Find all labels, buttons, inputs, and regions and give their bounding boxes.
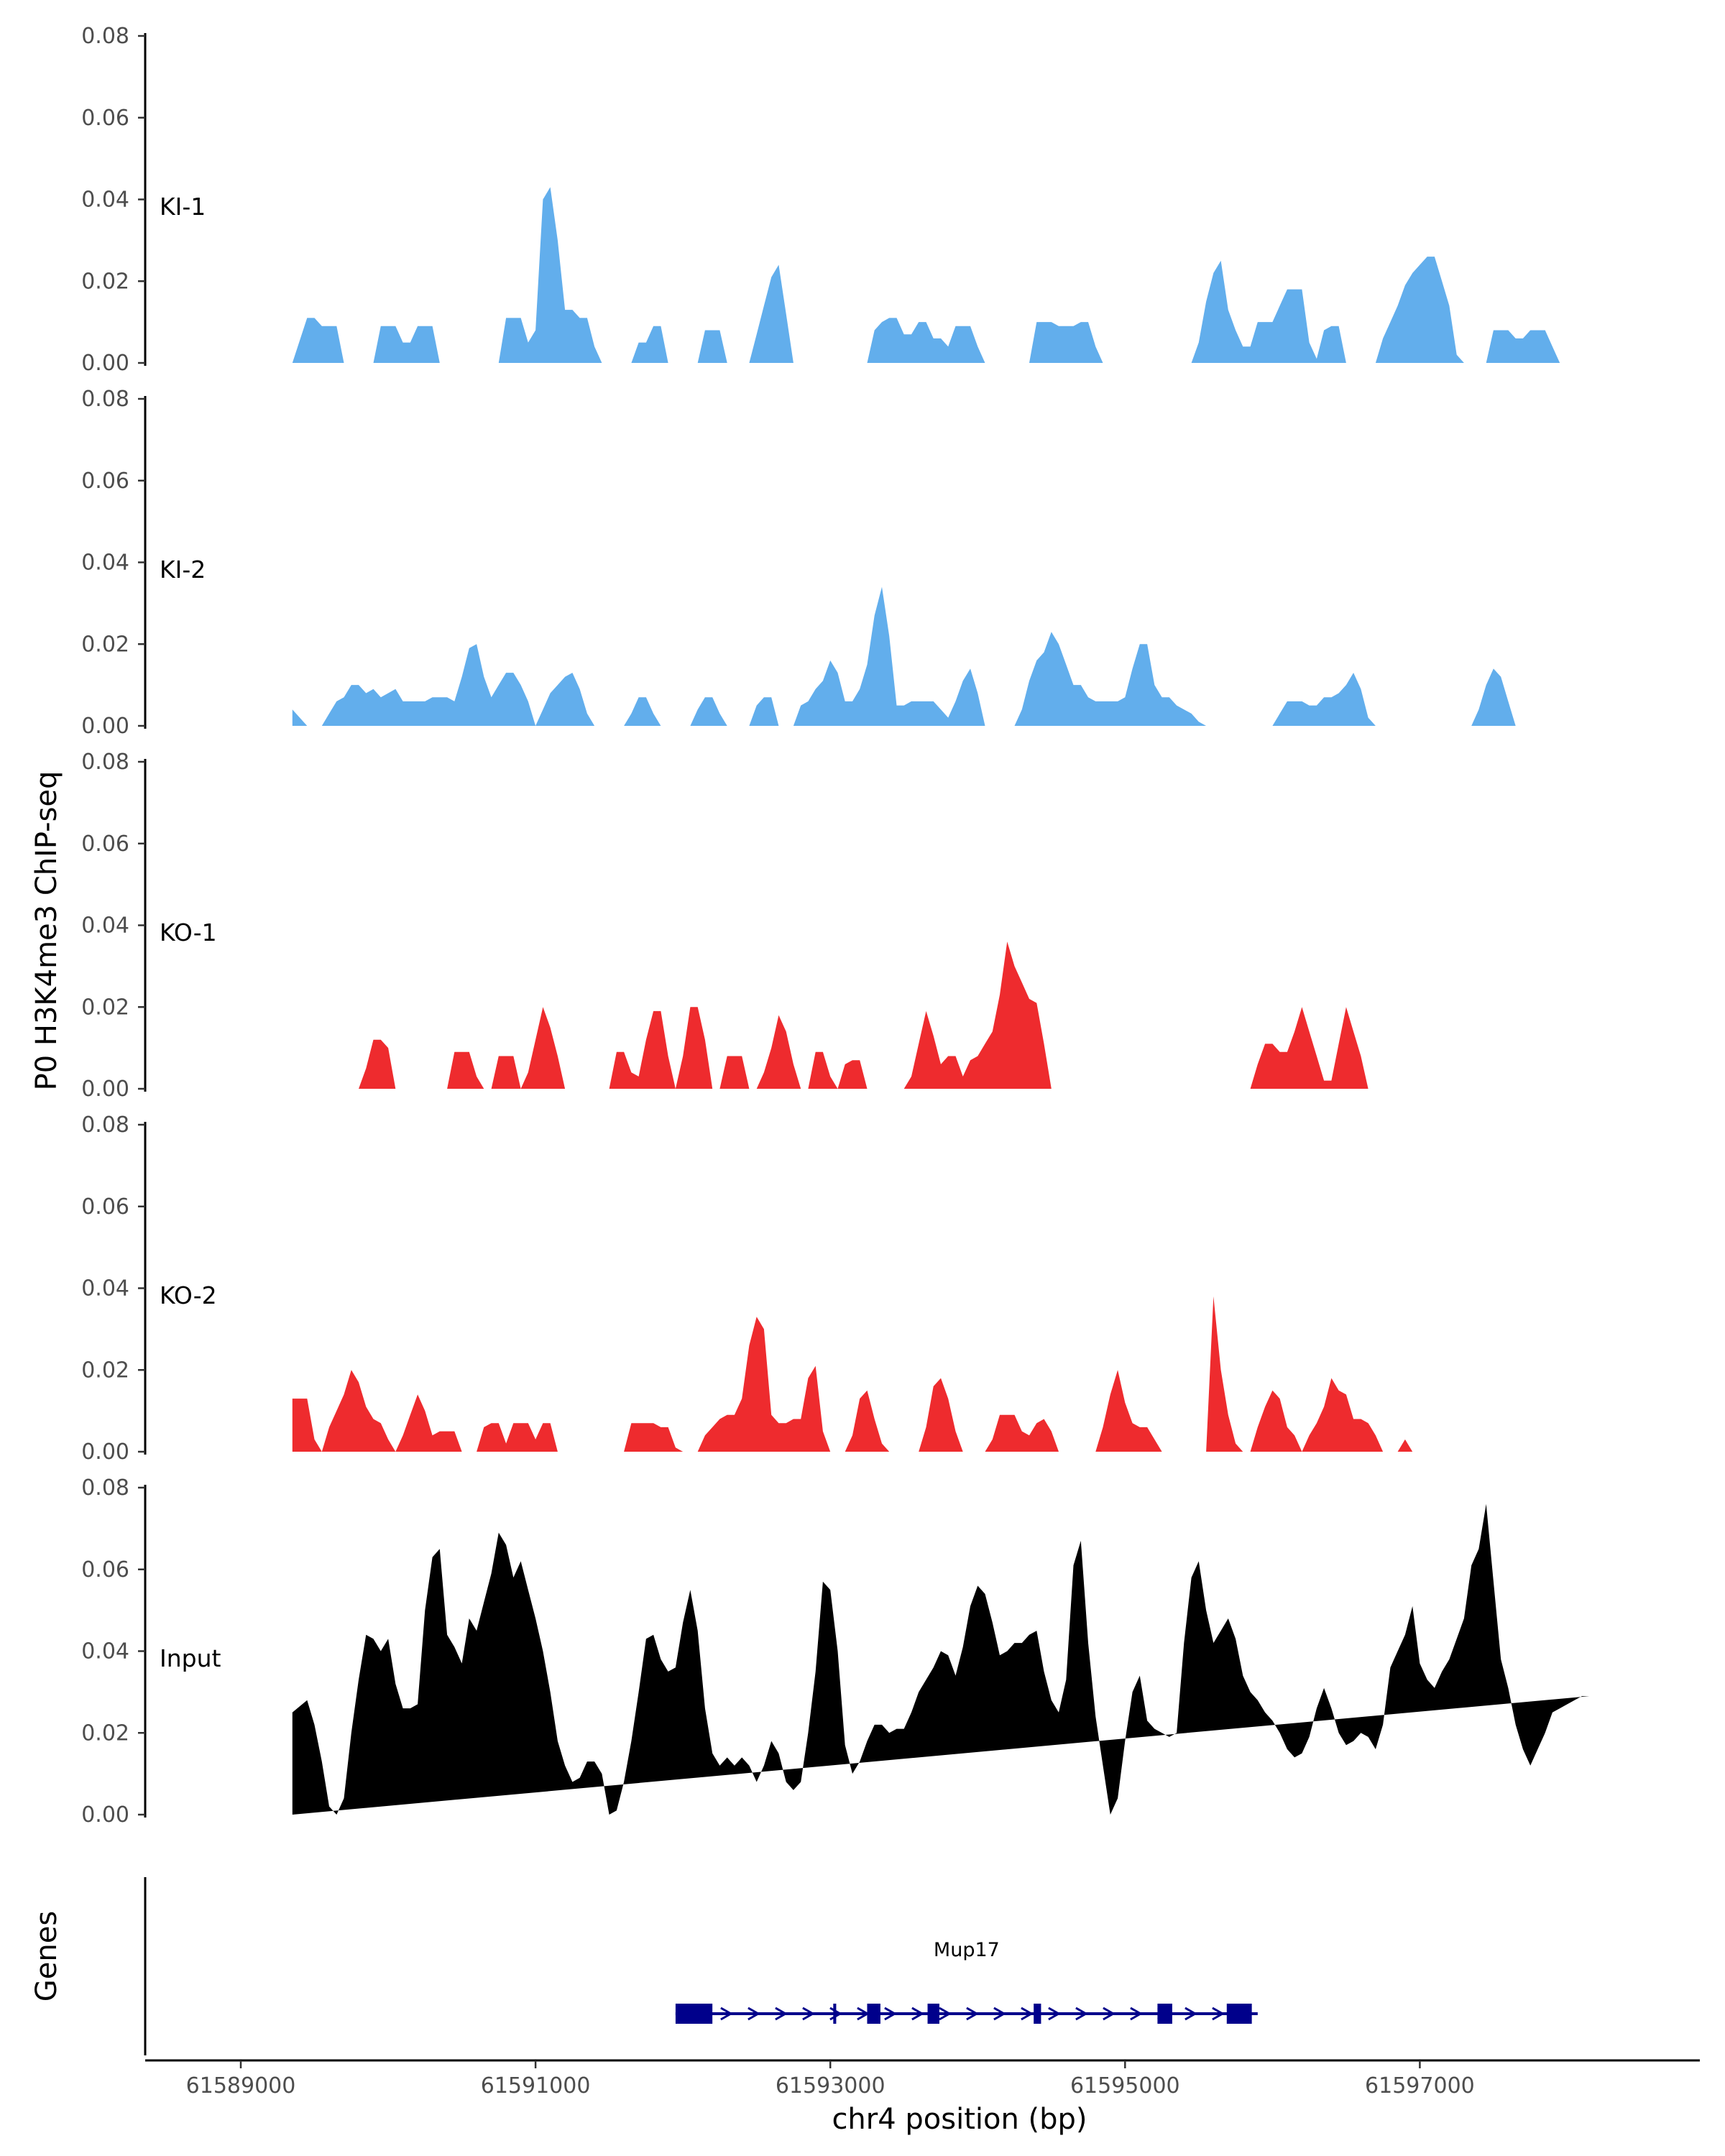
track-panel-ko-2: 0.00 0.02 0.04 0.06 0.08 KO-2 <box>81 1112 1590 1465</box>
gene-panel: Mup17 <box>144 1877 1258 2055</box>
y-tick-label: 0.00 <box>81 351 129 376</box>
x-axis: 61589000 61591000 61593000 61595000 61597000 <box>145 2059 1700 2099</box>
track-label: KO-1 <box>160 918 217 946</box>
y-tick-label: 0.02 <box>81 1720 129 1746</box>
track-area-input <box>292 1503 1590 1815</box>
y-tick-label: 0.02 <box>81 269 129 294</box>
track-panel-input: 0.00 0.02 0.04 0.06 0.08 Input <box>81 1475 1590 1828</box>
strand-arrow <box>993 2007 1006 2021</box>
track-area-ki-2 <box>292 586 1523 726</box>
exon <box>1034 2004 1041 2024</box>
strand-arrow <box>1048 2007 1061 2021</box>
track-label: KI-1 <box>160 193 206 221</box>
y-tick-label: 0.08 <box>81 24 129 49</box>
strand-arrow <box>884 2007 897 2021</box>
exon <box>675 2004 713 2024</box>
y-axis-label: P0 H3K4me3 ChIP-seq <box>30 771 63 1091</box>
y-tick-label: 0.04 <box>81 550 129 576</box>
strand-arrow <box>1075 2007 1088 2021</box>
strand-arrow <box>1130 2007 1143 2021</box>
y-tick-label: 0.00 <box>81 1439 129 1465</box>
y-tick-label: 0.04 <box>81 1276 129 1302</box>
tracks-layer: 0.00 0.02 0.04 0.06 0.08 KI-1 0.00 0.02 0.04 0.06… <box>81 24 1590 1828</box>
strand-arrow <box>802 2007 815 2021</box>
track-area-ko-1 <box>292 941 1568 1089</box>
strand-arrow <box>748 2007 760 2021</box>
y-tick-label: 0.00 <box>81 1802 129 1828</box>
x-tick-label: 61593000 <box>776 2073 886 2099</box>
y-tick-label: 0.04 <box>81 1639 129 1664</box>
exon <box>1226 2004 1252 2024</box>
y-tick-label: 0.08 <box>81 387 129 412</box>
y-tick-label: 0.08 <box>81 750 129 775</box>
strand-arrow <box>775 2007 788 2021</box>
x-axis-label: chr4 position (bp) <box>832 2103 1087 2136</box>
x-tick-label: 61595000 <box>1070 2073 1180 2099</box>
x-tick-label: 61589000 <box>186 2073 296 2099</box>
gene-mup17: Mup17 <box>675 1939 1258 2024</box>
strand-arrow <box>1103 2007 1116 2021</box>
track-label: KI-2 <box>160 556 206 584</box>
strand-arrow <box>1184 2007 1197 2021</box>
gene-name-label: Mup17 <box>934 1939 1000 1961</box>
track-panel-ki-1: 0.00 0.02 0.04 0.06 0.08 KI-1 <box>81 24 1568 376</box>
exon <box>867 2004 880 2024</box>
x-tick-label: 61591000 <box>481 2073 591 2099</box>
x-tick-label: 61597000 <box>1365 2073 1475 2099</box>
y-tick-label: 0.06 <box>81 1557 129 1583</box>
y-tick-label: 0.08 <box>81 1112 129 1138</box>
track-label: Input <box>160 1644 221 1672</box>
strand-arrow <box>911 2007 924 2021</box>
strand-arrow <box>720 2007 733 2021</box>
exon <box>927 2004 939 2024</box>
strand-arrow <box>939 2007 952 2021</box>
y-tick-label: 0.02 <box>81 995 129 1020</box>
y-tick-label: 0.00 <box>81 714 129 739</box>
exon <box>1157 2004 1172 2024</box>
y-tick-label: 0.06 <box>81 831 129 857</box>
genes-axis-label: Genes <box>30 1911 63 2001</box>
strand-arrow <box>1021 2007 1034 2021</box>
y-tick-label: 0.04 <box>81 913 129 939</box>
track-label: KO-2 <box>160 1281 217 1309</box>
track-panel-ko-1: 0.00 0.02 0.04 0.06 0.08 KO-1 <box>81 750 1568 1102</box>
y-tick-label: 0.08 <box>81 1475 129 1501</box>
track-area-ko-2 <box>292 1296 1590 1452</box>
y-tick-label: 0.06 <box>81 469 129 494</box>
track-panel-ki-2: 0.00 0.02 0.04 0.06 0.08 KI-2 <box>81 387 1523 739</box>
y-tick-label: 0.00 <box>81 1077 129 1102</box>
strand-arrow <box>966 2007 979 2021</box>
y-tick-label: 0.02 <box>81 632 129 657</box>
y-tick-label: 0.04 <box>81 188 129 213</box>
y-tick-label: 0.06 <box>81 1194 129 1220</box>
track-area-ki-1 <box>292 187 1568 363</box>
y-tick-label: 0.06 <box>81 106 129 131</box>
y-tick-label: 0.02 <box>81 1358 129 1383</box>
exon <box>833 2004 837 2024</box>
strand-arrow <box>1212 2007 1225 2021</box>
